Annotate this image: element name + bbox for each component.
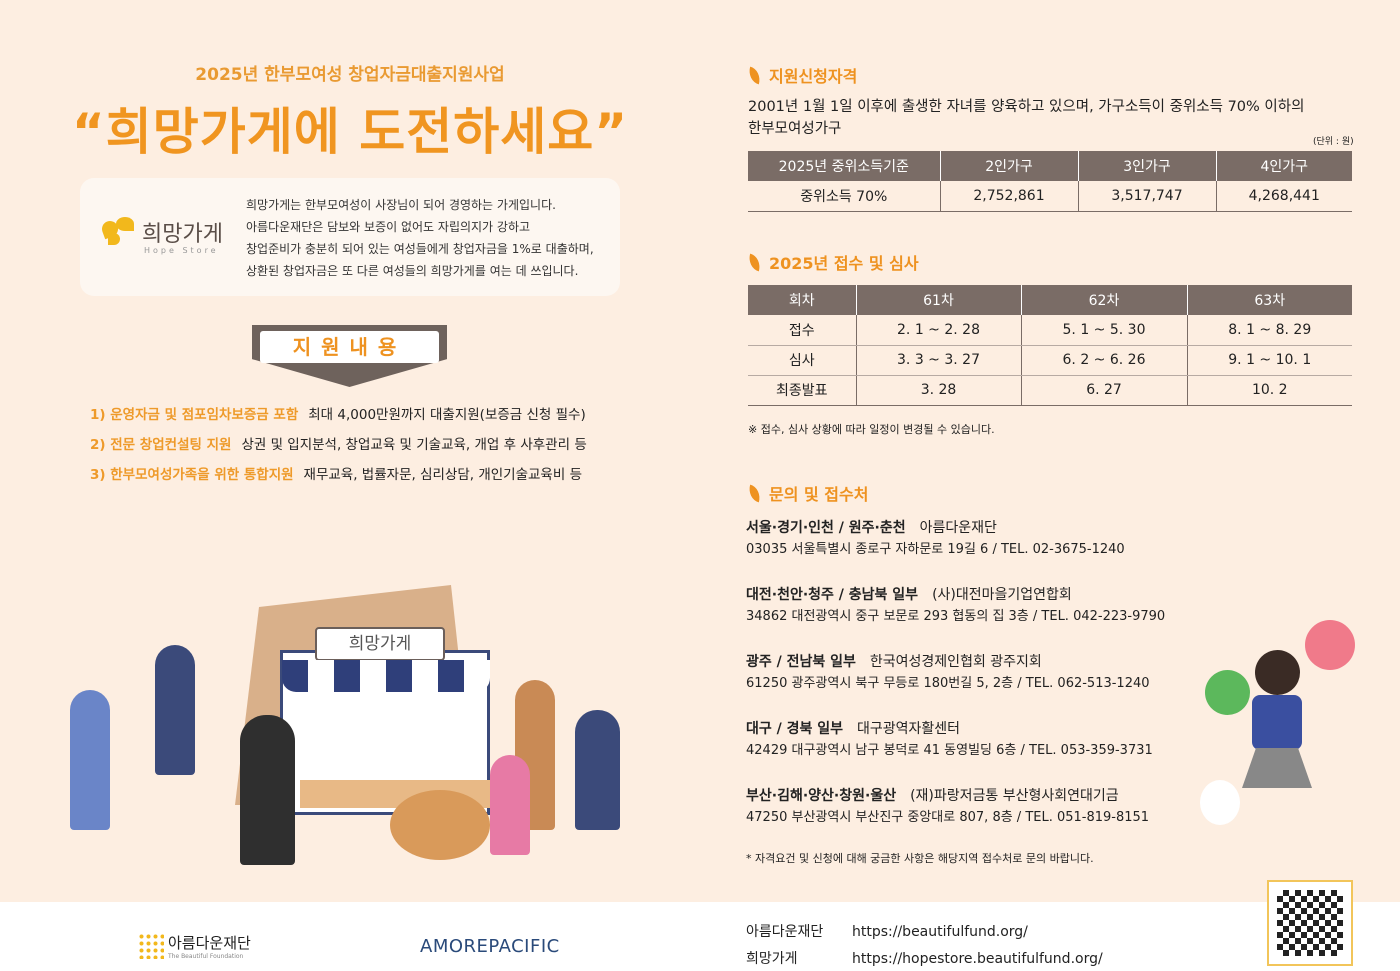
qr-code[interactable] <box>1267 880 1353 966</box>
beautifulfund-link[interactable]: https://beautifulfund.org/ <box>852 924 1028 940</box>
contact-item: 부산·김해·양산·창원·울산 (재)파랑저금통 부산형사회연대기금 47250 부산… <box>746 788 1150 825</box>
table-row: 최종발표 3. 28 6. 27 10. 2 <box>748 375 1352 406</box>
support-item-title: 1) 운영자금 및 점포임차보증금 포함 <box>90 407 299 423</box>
logo-subtext: Hope Store <box>144 246 219 255</box>
contact-item: 대구 / 경북 일부 대구광역자활센터 42429 대구광역시 남구 봉덕로 41 … <box>746 721 1153 758</box>
eligibility-heading: 지원신청자격 <box>746 63 857 87</box>
intro-line: 희망가게는 한부모여성이 사장님이 되어 경영하는 가게입니다. <box>246 198 556 212</box>
tree-icon <box>138 933 164 959</box>
footer-link-row: 희망가게 https://hopestore.beautifulfund.org/ <box>746 951 1103 967</box>
subtitle: 2025년 한부모여성 창업자금대출지원사업 <box>195 65 505 85</box>
footer: 아름다운재단 The Beautiful Foundation AMOREPACI… <box>0 902 1400 971</box>
dog <box>390 790 490 860</box>
support-item: 1) 운영자금 및 점포임차보증금 포함 최대 4,000만원까지 대출지원(보증… <box>90 403 586 423</box>
hope-store-logo: 희망가게 Hope Store <box>99 216 223 255</box>
schedule-note: ※ 접수, 심사 상황에 따라 일정이 변경될 수 있습니다. <box>748 423 995 436</box>
table-row: 접수 2. 1 ~ 2. 28 5. 1 ~ 5. 30 8. 1 ~ 8. 29 <box>748 315 1352 346</box>
hopestore-link[interactable]: https://hopestore.beautifulfund.org/ <box>852 951 1103 967</box>
eligibility-text: 2001년 1월 1일 이후에 출생한 자녀를 양육하고 있으며, 가구소득이 … <box>748 99 1305 137</box>
support-item: 2) 전문 창업컨설팅 지원 상권 및 입지분석, 창업교육 및 기술교육, 개업… <box>90 433 587 453</box>
leaf-icon <box>746 484 763 502</box>
table-row: 중위소득 70% 2,752,861 3,517,747 4,268,441 <box>748 181 1352 212</box>
contact-item: 광주 / 전남북 일부 한국여성경제인협회 광주지회 61250 광주광역시 북구 … <box>746 654 1150 691</box>
unit-label: (단위 : 원) <box>1313 137 1354 147</box>
person <box>70 690 110 830</box>
contact-item: 대전·천안·청주 / 충남북 일부 (사)대전마을기업연합회 34862 대전광역시… <box>746 587 1166 624</box>
footer-link-row: 아름다운재단 https://beautifulfund.org/ <box>746 924 1028 940</box>
schedule-heading: 2025년 접수 및 심사 <box>746 250 919 274</box>
contact-item: 서울·경기·인천 / 원주·춘천 아름다운재단 03035 서울특별시 종로구 자하… <box>746 520 1125 557</box>
store-sign: 희망가게 <box>315 627 445 661</box>
contacts-note: * 자격요건 및 신청에 대해 궁금한 사항은 해당지역 접수처로 문의 바랍니… <box>746 852 1094 865</box>
amorepacific-logo: AMOREPACIFIC <box>420 936 560 957</box>
person <box>575 710 620 830</box>
leaf-icon <box>746 66 763 84</box>
page-title: “희망가게에 도전하세요” <box>71 103 629 161</box>
contacts-heading: 문의 및 접수처 <box>746 481 868 505</box>
schedule-table: 회차 61차 62차 63차 접수 2. 1 ~ 2. 28 5. 1 ~ 5. 30 8.… <box>748 285 1352 406</box>
person <box>490 755 530 855</box>
beautiful-foundation-logo: 아름다운재단 The Beautiful Foundation <box>138 932 251 960</box>
table-row: 심사 3. 3 ~ 3. 27 6. 2 ~ 6. 26 9. 1 ~ 10. 1 <box>748 345 1352 376</box>
butterfly-icon <box>99 217 136 247</box>
support-item-desc: 최대 4,000만원까지 대출지원(보증금 신청 필수) <box>308 407 586 423</box>
intro-line: 창업준비가 충분히 되어 있는 여성들에게 창업자금을 1%로 대출하며, <box>246 242 594 256</box>
logo-text: 희망가게 <box>142 222 223 247</box>
support-item-desc: 재무교육, 법률자문, 심리상담, 개인기술교육비 등 <box>303 467 582 483</box>
intro-box: 희망가게 Hope Store 희망가게는 한부모여성이 사장님이 되어 경영하… <box>80 178 620 296</box>
intro-line: 상환된 창업자금은 또 다른 여성들의 희망가게를 여는 데 쓰입니다. <box>246 264 579 278</box>
support-item-title: 3) 한부모여성가족을 위한 통합지원 <box>90 467 294 483</box>
support-banner-label: 지원내용 <box>260 331 439 363</box>
store-illustration: 희망가게 <box>60 505 650 890</box>
leaf-icon <box>746 253 763 271</box>
cheerleader-illustration <box>1200 620 1360 860</box>
intro-line: 아름다운재단은 담보와 보증이 없어도 자립의지가 강하고 <box>246 220 531 234</box>
income-table: 2025년 중위소득기준 2인가구 3인가구 4인가구 중위소득 70% 2,752,8… <box>748 151 1352 212</box>
awning <box>282 660 490 692</box>
support-item-title: 2) 전문 창업컨설팅 지원 <box>90 437 232 453</box>
person <box>240 715 295 865</box>
support-item-desc: 상권 및 입지분석, 창업교육 및 기술교육, 개업 후 사후관리 등 <box>241 437 587 453</box>
person <box>155 645 195 775</box>
support-item: 3) 한부모여성가족을 위한 통합지원 재무교육, 법률자문, 심리상담, 개인기… <box>90 463 582 483</box>
